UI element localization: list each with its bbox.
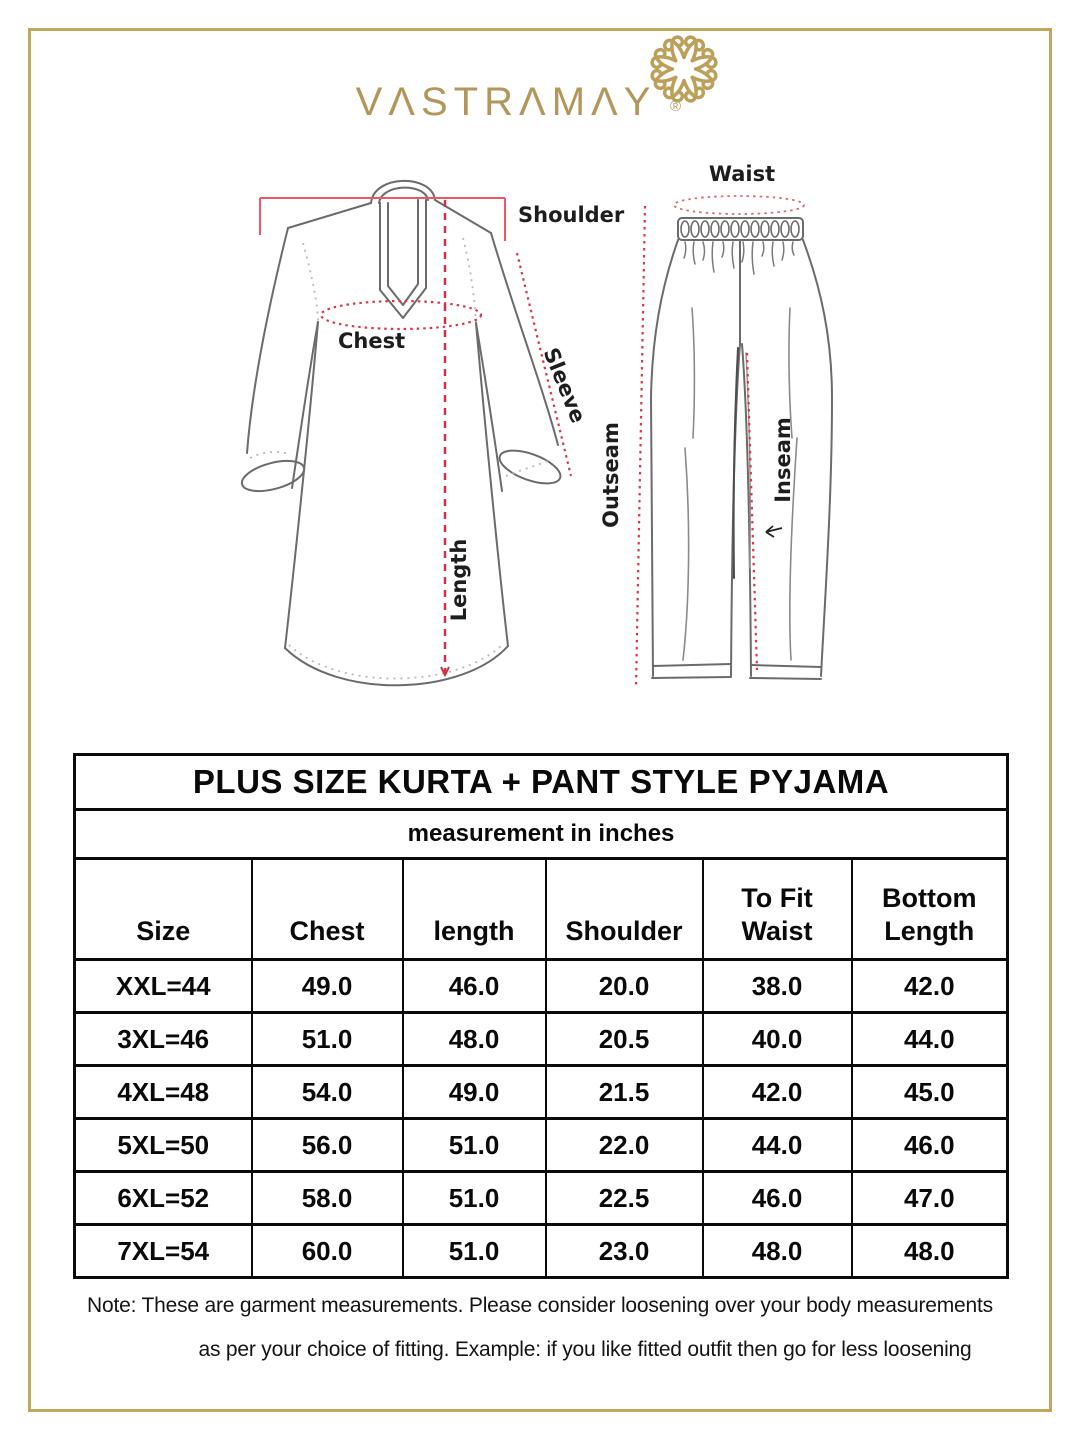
kurta-shoulder-label: Shoulder (518, 203, 625, 227)
note-line-1: Note: These are garment measurements. Pl… (87, 1294, 993, 1317)
column-header-shoulder: Shoulder (544, 857, 704, 961)
brand-logo-text: VΛSTRΛMΛY (355, 80, 657, 124)
size-cell: 4XL=48 (73, 1064, 253, 1120)
bottom-length-cell: 42.0 (850, 958, 1009, 1014)
table-row: 6XL=52 58.0 51.0 22.5 46.0 47.0 (73, 1170, 1009, 1226)
length-cell: 48.0 (401, 1011, 547, 1067)
waist-cell: 40.0 (701, 1011, 853, 1067)
kurta-sleeve-label: Sleeve (539, 344, 591, 426)
table-row: 5XL=50 56.0 51.0 22.0 44.0 46.0 (73, 1117, 1009, 1173)
column-header-row: Size Chest length Shoulder To Fit Waist … (73, 857, 1009, 961)
chest-cell: 60.0 (250, 1223, 404, 1279)
chest-cell: 51.0 (250, 1011, 404, 1067)
kurta-chest-label: Chest (338, 329, 405, 353)
note-line-2: as per your choice of fitting. Example: … (198, 1338, 972, 1361)
bottom-length-cell: 47.0 (850, 1170, 1009, 1226)
length-cell: 51.0 (401, 1117, 547, 1173)
table-row: 7XL=54 60.0 51.0 23.0 48.0 48.0 (73, 1223, 1009, 1279)
chest-cell: 58.0 (250, 1170, 404, 1226)
column-header-bottom-length: Bottom Length (850, 857, 1009, 961)
waist-cell: 48.0 (701, 1223, 853, 1279)
waist-cell: 44.0 (701, 1117, 853, 1173)
pyjama-measurement-diagram: Waist Outseam Inseam (599, 162, 833, 689)
table-title: PLUS SIZE KURTA + PANT STYLE PYJAMA (73, 753, 1009, 811)
table-subtitle-row: measurement in inches (73, 808, 1009, 860)
table-title-row: PLUS SIZE KURTA + PANT STYLE PYJAMA (73, 753, 1009, 811)
size-cell: XXL=44 (73, 958, 253, 1014)
length-cell: 51.0 (401, 1223, 547, 1279)
pyjama-inseam-label: Inseam (771, 417, 795, 503)
size-cell: 7XL=54 (73, 1223, 253, 1279)
column-header-to-fit-waist: To Fit Waist (701, 857, 853, 961)
column-header-size: Size (73, 857, 253, 961)
chest-cell: 54.0 (250, 1064, 404, 1120)
shoulder-cell: 22.5 (544, 1170, 704, 1226)
mandala-icon (648, 33, 720, 105)
chest-cell: 49.0 (250, 958, 404, 1014)
table-subtitle: measurement in inches (73, 808, 1009, 860)
kurta-measurement-diagram: Shoulder Chest Sleeve Length (240, 179, 625, 687)
column-header-length: length (401, 857, 547, 961)
shoulder-cell: 22.0 (544, 1117, 704, 1173)
length-cell: 46.0 (401, 958, 547, 1014)
shoulder-cell: 23.0 (544, 1223, 704, 1279)
size-cell: 6XL=52 (73, 1170, 253, 1226)
size-cell: 3XL=46 (73, 1011, 253, 1067)
waist-cell: 42.0 (701, 1064, 853, 1120)
registered-trademark-icon: ® (670, 98, 682, 115)
shoulder-cell: 20.0 (544, 958, 704, 1014)
column-header-chest: Chest (250, 857, 404, 961)
shoulder-cell: 20.5 (544, 1011, 704, 1067)
size-cell: 5XL=50 (73, 1117, 253, 1173)
bottom-length-cell: 45.0 (850, 1064, 1009, 1120)
length-cell: 51.0 (401, 1170, 547, 1226)
table-row: 4XL=48 54.0 49.0 21.5 42.0 45.0 (73, 1064, 1009, 1120)
bottom-length-cell: 48.0 (850, 1223, 1009, 1279)
pyjama-outseam-label: Outseam (599, 422, 623, 528)
table-row: 3XL=46 51.0 48.0 20.5 40.0 44.0 (73, 1011, 1009, 1067)
size-chart-table: PLUS SIZE KURTA + PANT STYLE PYJAMA meas… (73, 753, 1010, 1279)
bottom-length-cell: 44.0 (850, 1011, 1009, 1067)
waist-cell: 38.0 (701, 958, 853, 1014)
measurement-note: Note: These are garment measurements. Pl… (40, 1284, 1040, 1372)
waist-cell: 46.0 (701, 1170, 853, 1226)
kurta-length-label: Length (447, 539, 471, 622)
table-row: XXL=44 49.0 46.0 20.0 38.0 42.0 (73, 958, 1009, 1014)
bottom-length-cell: 46.0 (850, 1117, 1009, 1173)
length-cell: 49.0 (401, 1064, 547, 1120)
chest-cell: 56.0 (250, 1117, 404, 1173)
pyjama-waist-label: Waist (709, 162, 775, 186)
shoulder-cell: 21.5 (544, 1064, 704, 1120)
